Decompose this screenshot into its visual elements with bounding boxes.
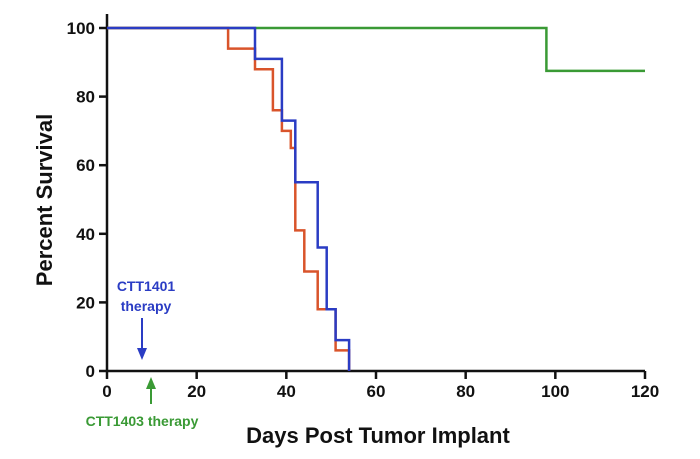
x-tick-label: 20: [187, 382, 206, 401]
annotation-ctt1403: CTT1403 therapy: [86, 377, 199, 429]
annotation-ctt1401-arrow-head: [137, 348, 147, 360]
annotation-ctt1401-line2: therapy: [121, 298, 172, 314]
annotation-ctt1403-arrow-head: [146, 377, 156, 389]
annotation-ctt1401-line1: CTT1401: [117, 278, 176, 294]
series-line-2: [107, 26, 351, 371]
x-tick-label: 100: [541, 382, 569, 401]
x-axis-title: Days Post Tumor Implant: [246, 423, 510, 448]
y-tick-label: 60: [76, 156, 95, 175]
y-ticks: 0 20 40 60 80 100: [67, 19, 107, 381]
axes: [105, 14, 645, 373]
x-tick-label: 60: [367, 382, 386, 401]
series-line-1: [107, 26, 645, 73]
annotation-ctt1403-label: CTT1403 therapy: [86, 413, 199, 429]
series-layer: [107, 26, 645, 371]
y-axis-title: Percent Survival: [32, 114, 57, 286]
x-tick-label: 40: [277, 382, 296, 401]
x-tick-label: 120: [631, 382, 659, 401]
x-ticks: 0 20 40 60 80 100 120: [102, 371, 659, 401]
y-tick-label: 100: [67, 19, 95, 38]
annotation-ctt1401: CTT1401 therapy: [117, 278, 176, 360]
x-tick-label: 0: [102, 382, 111, 401]
y-tick-label: 40: [76, 225, 95, 244]
y-tick-label: 20: [76, 293, 95, 312]
y-tick-label: 0: [86, 362, 95, 381]
x-tick-label: 80: [456, 382, 475, 401]
series-line-3: [107, 26, 351, 371]
y-tick-label: 80: [76, 88, 95, 107]
